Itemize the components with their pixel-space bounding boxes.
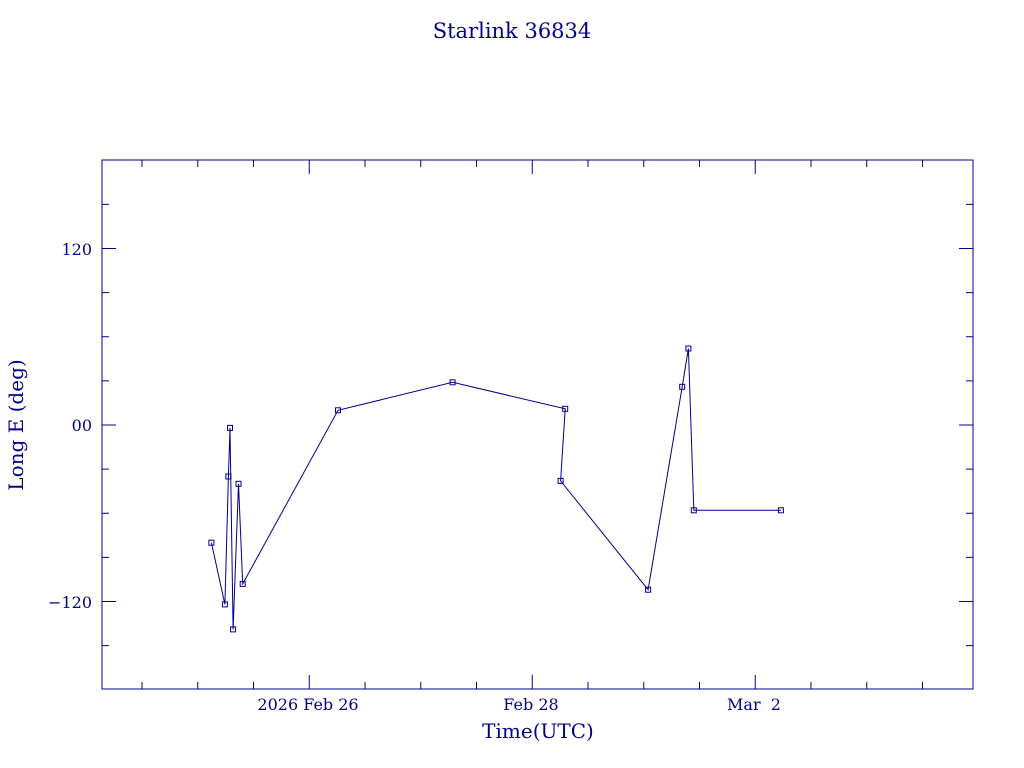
data-point	[557, 477, 564, 484]
series-line	[210, 348, 781, 630]
data-point	[690, 507, 697, 514]
data-point	[239, 580, 246, 587]
data-point	[645, 586, 652, 593]
data-point	[335, 407, 341, 414]
chart-title: Starlink 36834	[433, 19, 592, 43]
x-tick-label: Feb 28	[503, 695, 558, 714]
data-point	[449, 379, 456, 386]
y-tick-label: 00	[72, 416, 92, 435]
x-axis-label: Time(UTC)	[482, 719, 594, 743]
data-point	[225, 473, 232, 480]
x-tick-label: Mar 2	[727, 695, 781, 714]
axis-ticks	[102, 160, 973, 689]
data-point	[221, 601, 228, 608]
y-tick-label: −120	[48, 593, 92, 612]
data-point	[685, 345, 692, 352]
data-point	[562, 405, 569, 412]
data-point	[208, 539, 215, 546]
data-point	[230, 626, 237, 633]
y-axis-label: Long E (deg)	[4, 359, 28, 490]
x-tick-label: 2026 Feb 26	[257, 695, 358, 714]
series-line-group	[208, 345, 784, 633]
y-tick-label: 120	[61, 240, 92, 259]
data-point	[679, 383, 686, 390]
data-point	[777, 507, 784, 514]
data-point	[227, 424, 233, 431]
data-point	[235, 480, 242, 487]
